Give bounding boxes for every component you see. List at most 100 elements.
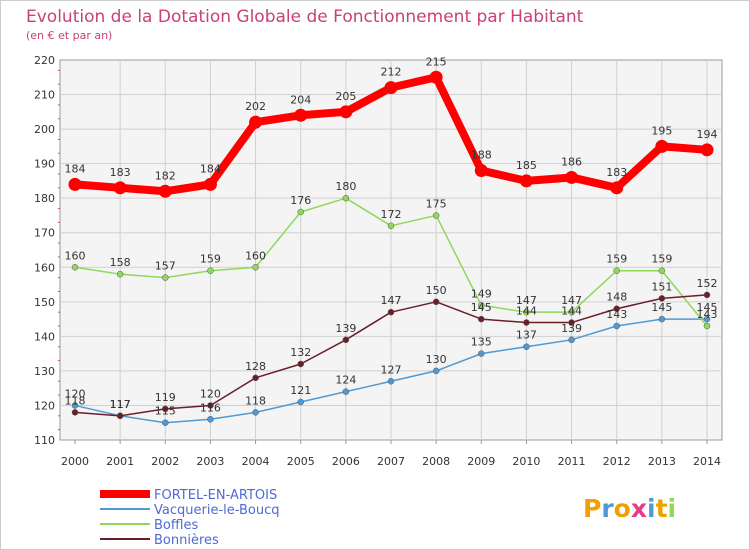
data-label-3: 148 xyxy=(606,291,627,304)
x-tick-label: 2004 xyxy=(242,455,270,468)
data-label-1: 120 xyxy=(65,387,86,400)
chart-subtitle: (en € et par an) xyxy=(26,29,112,42)
series-point-1 xyxy=(658,315,666,323)
series-point-3 xyxy=(162,405,169,413)
series-point-3 xyxy=(613,305,620,312)
series-point-0 xyxy=(474,164,488,178)
series-point-1 xyxy=(432,367,440,375)
series-point-3 xyxy=(432,298,440,306)
y-tick-label: 220 xyxy=(34,54,55,67)
y-tick-label: 200 xyxy=(34,123,55,136)
y-tick-label: 130 xyxy=(34,365,55,378)
data-label-2: 175 xyxy=(426,197,447,210)
data-label-3: 139 xyxy=(335,322,356,335)
y-tick-label: 210 xyxy=(34,89,55,102)
data-label-0: 186 xyxy=(561,155,582,168)
data-label-2: 158 xyxy=(110,256,131,269)
series-point-3 xyxy=(207,402,214,409)
data-labels: 184 183 182 184 202 204 205 212 215 188 185 186 183 1… xyxy=(65,55,718,417)
data-label-2: 147 xyxy=(516,294,537,307)
series-point-0 xyxy=(384,81,398,95)
x-tick-label: 2005 xyxy=(287,455,315,468)
data-label-0: 202 xyxy=(245,100,266,113)
series-point-1 xyxy=(162,419,169,426)
series-point-0 xyxy=(700,143,714,157)
data-label-0: 194 xyxy=(697,128,718,141)
data-label-0: 204 xyxy=(290,93,311,106)
y-tick-label: 140 xyxy=(34,330,55,343)
data-label-1: 145 xyxy=(651,301,672,314)
series-point-2 xyxy=(342,194,350,202)
data-label-2: 172 xyxy=(381,208,402,221)
x-tick-label: 2009 xyxy=(467,455,495,468)
legend-label-2: Boffles xyxy=(154,518,198,533)
proxiti-logo: Proxiti xyxy=(583,494,676,523)
data-label-2: 147 xyxy=(561,294,582,307)
y-tick-label: 190 xyxy=(34,158,55,171)
data-label-2: 176 xyxy=(290,194,311,207)
series-point-1 xyxy=(568,336,575,344)
x-tick-label: 2003 xyxy=(196,455,224,468)
series-point-1 xyxy=(703,315,711,323)
series-point-1 xyxy=(297,398,304,406)
data-label-1: 145 xyxy=(697,301,718,314)
series-point-2 xyxy=(568,308,575,316)
series-point-0 xyxy=(68,177,82,191)
series-point-2 xyxy=(297,208,304,216)
series-point-1 xyxy=(613,322,620,330)
data-label-3: 119 xyxy=(155,391,176,404)
legend-label-3: Bonnières xyxy=(154,533,219,548)
logo-letter: t xyxy=(656,494,668,523)
series-point-0 xyxy=(610,181,624,195)
y-axis: 110 120 130 140 150 160 170 180 190 200 210 220 xyxy=(34,54,60,447)
series-point-0 xyxy=(113,181,127,195)
data-label-2: 143 xyxy=(697,308,718,321)
series-point-2 xyxy=(658,267,666,274)
data-label-2: 180 xyxy=(335,180,356,193)
data-label-1: 143 xyxy=(606,308,627,321)
data-label-0: 188 xyxy=(471,149,492,162)
data-label-1: 124 xyxy=(335,374,356,387)
series-point-2 xyxy=(162,274,169,281)
series-point-1 xyxy=(387,378,395,385)
series-point-0 xyxy=(655,139,669,153)
data-label-3: 145 xyxy=(471,301,492,314)
series-point-1 xyxy=(71,402,79,409)
data-label-0: 182 xyxy=(155,169,176,182)
x-tick-label: 2002 xyxy=(151,455,179,468)
series-point-3 xyxy=(478,315,485,323)
data-label-0: 183 xyxy=(110,166,131,179)
series-point-3 xyxy=(568,319,575,326)
series-point-3 xyxy=(297,360,304,368)
data-label-1: 139 xyxy=(561,322,582,335)
x-tick-label: 2000 xyxy=(61,455,89,468)
series-point-3 xyxy=(252,374,259,382)
data-label-3: 128 xyxy=(245,360,266,373)
series-point-3 xyxy=(658,295,666,302)
series-point-3 xyxy=(523,319,530,326)
legend-label-1: Vacquerie-le-Boucq xyxy=(154,503,279,518)
series-point-2 xyxy=(207,267,214,274)
data-label-2: 160 xyxy=(65,249,86,262)
series-point-3 xyxy=(703,291,711,299)
x-tick-label: 2014 xyxy=(693,455,721,468)
x-axis: 2000 2001 2002 2003 2004 2005 2006 2007 2008 2009… xyxy=(61,440,721,468)
series-point-0 xyxy=(429,70,443,84)
data-label-3: 132 xyxy=(290,346,311,359)
series-point-1 xyxy=(252,409,259,416)
logo-letter: i xyxy=(647,494,656,523)
logo-letter: P xyxy=(583,494,601,523)
series-point-3 xyxy=(342,336,350,344)
series-point-0 xyxy=(565,170,579,184)
y-tick-label: 150 xyxy=(34,296,55,309)
data-label-2: 159 xyxy=(606,253,627,266)
data-label-3: 144 xyxy=(561,305,582,318)
chart-title: Evolution de la Dotation Globale de Fonc… xyxy=(26,7,584,27)
y-tick-label: 160 xyxy=(34,261,55,274)
data-label-3: 152 xyxy=(697,277,718,290)
series-point-2 xyxy=(387,222,395,230)
logo-letter: r xyxy=(601,494,614,523)
logo-letter: x xyxy=(631,494,647,523)
